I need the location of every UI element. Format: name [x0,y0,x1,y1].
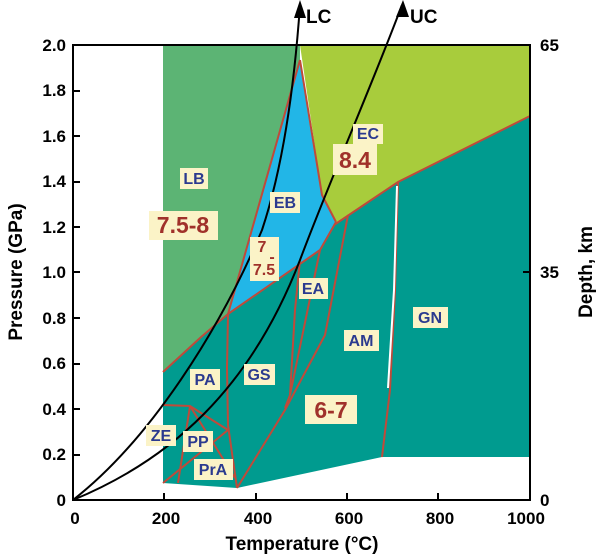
x-tick-label: 1000 [507,509,545,528]
facies-label-lb: LB [180,168,208,189]
facies-label-am: AM [344,330,379,351]
svg-text:AM: AM [349,333,374,350]
x-tick-label: 400 [244,509,272,528]
facies-label-ze: ZE [146,425,176,446]
x-tick-label: 200 [152,509,180,528]
teal-field [163,116,530,488]
svg-text:6-7: 6-7 [314,397,347,423]
lb-field [163,45,300,372]
y-right-axis-title: Depth, km [576,226,597,318]
value-label-ec: 8.4 [333,144,377,175]
gn-white-line [387,185,398,389]
y-tick-label: 0.2 [42,445,66,464]
svg-text:-: - [269,249,274,266]
depth-tick-label: 65 [540,36,559,55]
value-label-eb: 7 - 7.5 [250,237,279,281]
svg-text:7.5-8: 7.5-8 [157,212,210,238]
value-label-lowgrade: 6-7 [305,395,357,424]
svg-text:PA: PA [194,372,215,389]
y-tick-label: 0 [57,491,66,510]
x-axis-title: Temperature (°C) [226,534,379,555]
svg-text:EA: EA [302,281,325,298]
y-tick-label: 0.8 [42,309,66,328]
svg-text:7.5: 7.5 [253,262,275,279]
y-tick-label: 1.8 [42,81,66,100]
x-ticks [163,493,439,500]
y-tick-label: 1.4 [42,172,66,191]
depth-tick-label: 0 [540,491,549,510]
ec-field [300,45,530,225]
svg-text:GN: GN [418,310,442,327]
facies-label-eb: EB [270,192,300,213]
facies-label-gs: GS [244,364,275,385]
facies-label-pp: PP [183,431,213,452]
value-label-lb: 7.5-8 [149,211,218,240]
y-tick-label: 2.0 [42,36,66,55]
svg-text:7: 7 [258,239,267,256]
y-tick-label: 0.4 [42,400,66,419]
y-tick-label: 1.0 [42,263,66,282]
uc-curve [72,4,403,501]
lc-arrowhead [294,0,306,18]
y-left-tick-labels: 0 0.2 0.4 0.6 0.8 1.0 1.2 1.4 1.6 1.8 2.… [42,36,66,510]
y-right-ticks [523,44,530,501]
svg-text:EB: EB [274,195,296,212]
svg-text:PP: PP [187,434,209,451]
svg-text:ZE: ZE [151,428,172,445]
x-tick-label: 800 [426,509,454,528]
lc-label: LC [306,7,332,28]
y-tick-label: 1.6 [42,127,66,146]
x-tick-label: 0 [70,509,79,528]
facies-label-pa: PA [190,369,220,390]
y-tick-label: 0.6 [42,354,66,373]
y-left-ticks [73,44,80,456]
depth-tick-label: 35 [540,263,559,282]
uc-arrowhead [396,0,409,17]
uc-label: UC [410,7,438,28]
svg-text:PrA: PrA [199,462,228,479]
facies-label-gn: GN [413,307,448,328]
svg-text:8.4: 8.4 [339,147,371,173]
x-tick-label: 600 [335,509,363,528]
y-right-tick-labels: 0 35 65 [540,36,559,510]
y-left-axis-title: Pressure (GPa) [6,203,27,340]
facies-label-ec: EC [353,124,383,144]
x-tick-labels: 0 200 400 600 800 1000 [70,509,545,528]
facies-label-pra: PrA [194,459,233,480]
svg-text:EC: EC [357,126,380,143]
y-tick-label: 1.2 [42,218,66,237]
svg-text:LB: LB [183,171,204,188]
svg-text:GS: GS [247,367,270,384]
facies-label-ea: EA [299,278,328,299]
